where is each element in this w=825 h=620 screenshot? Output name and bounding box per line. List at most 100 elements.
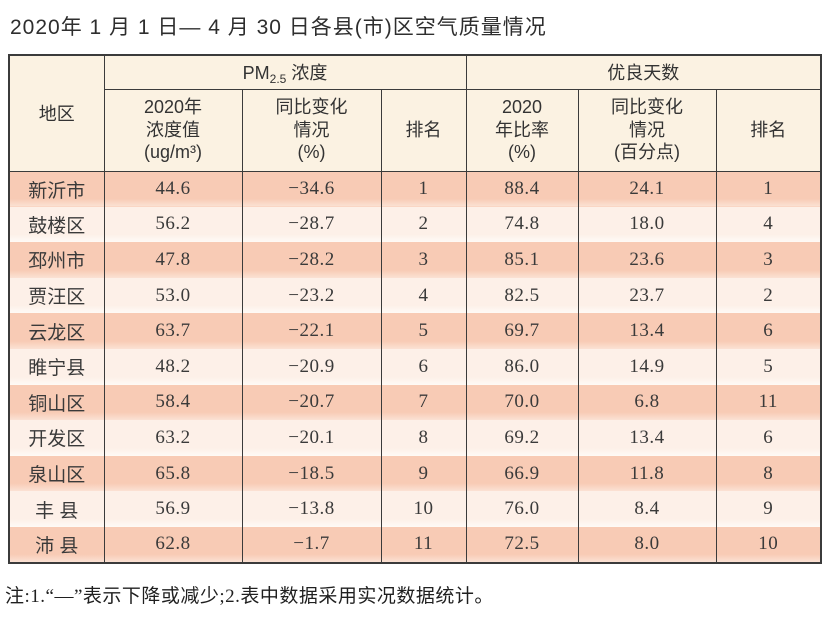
days-ratio-cell: 82.5	[465, 277, 579, 314]
pm-change-cell: −22.1	[241, 313, 382, 349]
column-group-good-days: 优良天数	[465, 54, 822, 90]
days-rank-cell: 4	[715, 206, 822, 243]
table-row: 鼓楼区 56.2 −28.7 2 74.8 18.0 4	[8, 206, 822, 243]
table-row: 泉山区 65.8 −18.5 9 66.9 11.8 8	[8, 455, 822, 492]
table-row: 睢宁县 48.2 −20.9 6 86.0 14.9 5	[8, 348, 822, 385]
table-row: 云龙区 63.7 −22.1 5 69.7 13.4 6	[8, 313, 822, 349]
days-change-cell: 18.0	[577, 206, 717, 243]
region-cell: 睢宁县	[8, 348, 105, 385]
pm-change-cell: −34.6	[241, 171, 382, 207]
days-ratio-cell: 70.0	[465, 384, 579, 421]
region-cell: 沛 县	[8, 526, 105, 563]
column-header-pm-value: 2020年 浓度值 (ug/m³)	[103, 88, 243, 172]
region-cell: 鼓楼区	[8, 206, 105, 243]
pm-value-cell: 58.4	[103, 384, 243, 421]
table-row: 贾汪区 53.0 −23.2 4 82.5 23.7 2	[8, 277, 822, 314]
days-rank-cell: 11	[715, 384, 822, 421]
pm-rank-cell: 7	[380, 384, 467, 421]
table-row: 开发区 63.2 −20.1 8 69.2 13.4 6	[8, 420, 822, 456]
days-ratio-cell: 76.0	[465, 491, 579, 527]
days-change-cell: 23.6	[577, 242, 717, 278]
pm-rank-cell: 9	[380, 455, 467, 492]
pm-rank-cell: 11	[380, 526, 467, 563]
pm-change-cell: −28.2	[241, 242, 382, 278]
days-change-cell: 8.4	[577, 491, 717, 527]
pm-value-cell: 63.2	[103, 420, 243, 456]
pm25-suffix: 浓度	[286, 62, 328, 83]
pm-change-cell: −13.8	[241, 491, 382, 527]
pm-rank-cell: 4	[380, 277, 467, 314]
pm-value-cell: 56.9	[103, 491, 243, 527]
days-change-cell: 13.4	[577, 420, 717, 456]
pm-value-cell: 44.6	[103, 171, 243, 207]
days-rank-cell: 3	[715, 242, 822, 278]
region-cell: 新沂市	[8, 171, 105, 207]
pm-value-cell: 65.8	[103, 455, 243, 492]
column-header-days-rank: 排名	[715, 88, 822, 172]
pm-value-cell: 48.2	[103, 348, 243, 385]
days-rank-cell: 9	[715, 491, 822, 527]
table-row: 丰 县 56.9 −13.8 10 76.0 8.4 9	[8, 491, 822, 527]
region-cell: 云龙区	[8, 313, 105, 349]
pm-change-cell: −28.7	[241, 206, 382, 243]
days-change-cell: 23.7	[577, 277, 717, 314]
region-cell: 铜山区	[8, 384, 105, 421]
days-ratio-cell: 72.5	[465, 526, 579, 563]
pm-change-cell: −23.2	[241, 277, 382, 314]
table-row: 铜山区 58.4 −20.7 7 70.0 6.8 11	[8, 384, 822, 421]
pm-rank-cell: 3	[380, 242, 467, 278]
page-title: 2020年 1 月 1 日— 4 月 30 日各县(市)区空气质量情况	[10, 16, 547, 39]
days-rank-cell: 6	[715, 420, 822, 456]
days-change-cell: 13.4	[577, 313, 717, 349]
air-quality-table: 地区 PM2.5 浓度 优良天数 2020年 浓度值 (ug/m³) 同比变化 …	[8, 54, 823, 564]
column-header-days-change: 同比变化 情况 (百分点)	[577, 88, 717, 172]
footnote: 注:1.“—”表示下降或减少;2.表中数据采用实况数据统计。	[5, 585, 494, 607]
pm-change-cell: −20.7	[241, 384, 382, 421]
column-header-days-ratio: 2020 年比率 (%)	[465, 88, 579, 172]
days-rank-cell: 8	[715, 455, 822, 492]
pm-change-cell: −20.9	[241, 348, 382, 385]
pm-rank-cell: 10	[380, 491, 467, 527]
pm25-subscript: 2.5	[269, 71, 287, 86]
pm-change-cell: −1.7	[241, 526, 382, 563]
days-ratio-cell: 86.0	[465, 348, 579, 385]
days-change-cell: 6.8	[577, 384, 717, 421]
days-ratio-cell: 85.1	[465, 242, 579, 278]
days-change-cell: 11.8	[577, 455, 717, 492]
days-rank-cell: 6	[715, 313, 822, 349]
column-header-pm-rank: 排名	[380, 88, 467, 172]
group-header-row: 地区 PM2.5 浓度 优良天数	[8, 54, 822, 172]
pm-value-cell: 62.8	[103, 526, 243, 563]
days-ratio-cell: 66.9	[465, 455, 579, 492]
days-rank-cell: 2	[715, 277, 822, 314]
region-cell: 开发区	[8, 420, 105, 456]
region-cell: 泉山区	[8, 455, 105, 492]
days-change-cell: 8.0	[577, 526, 717, 563]
table-row: 新沂市 44.6 −34.6 1 88.4 24.1 1	[8, 171, 822, 207]
pm25-label: PM	[242, 62, 270, 83]
pm-change-cell: −18.5	[241, 455, 382, 492]
region-cell: 邳州市	[8, 242, 105, 278]
column-header-pm-change: 同比变化 情况 (%)	[241, 88, 382, 172]
pm-value-cell: 63.7	[103, 313, 243, 349]
days-ratio-cell: 69.7	[465, 313, 579, 349]
column-header-region: 地区	[8, 54, 105, 172]
pm-value-cell: 47.8	[103, 242, 243, 278]
days-change-cell: 24.1	[577, 171, 717, 207]
pm-value-cell: 53.0	[103, 277, 243, 314]
days-ratio-cell: 69.2	[465, 420, 579, 456]
region-cell: 丰 县	[8, 491, 105, 527]
days-rank-cell: 1	[715, 171, 822, 207]
pm-value-cell: 56.2	[103, 206, 243, 243]
days-change-cell: 14.9	[577, 348, 717, 385]
table-row: 沛 县 62.8 −1.7 11 72.5 8.0 10	[8, 526, 822, 563]
region-cell: 贾汪区	[8, 277, 105, 314]
pm-rank-cell: 6	[380, 348, 467, 385]
column-group-pm25: PM2.5 浓度	[103, 54, 467, 90]
sub-header-row: 2020年 浓度值 (ug/m³) 同比变化 情况 (%) 排名 2020 年比…	[9, 88, 822, 172]
pm-rank-cell: 2	[380, 206, 467, 243]
days-rank-cell: 5	[715, 348, 822, 385]
pm-change-cell: −20.1	[241, 420, 382, 456]
days-ratio-cell: 74.8	[465, 206, 579, 243]
days-rank-cell: 10	[715, 526, 822, 563]
